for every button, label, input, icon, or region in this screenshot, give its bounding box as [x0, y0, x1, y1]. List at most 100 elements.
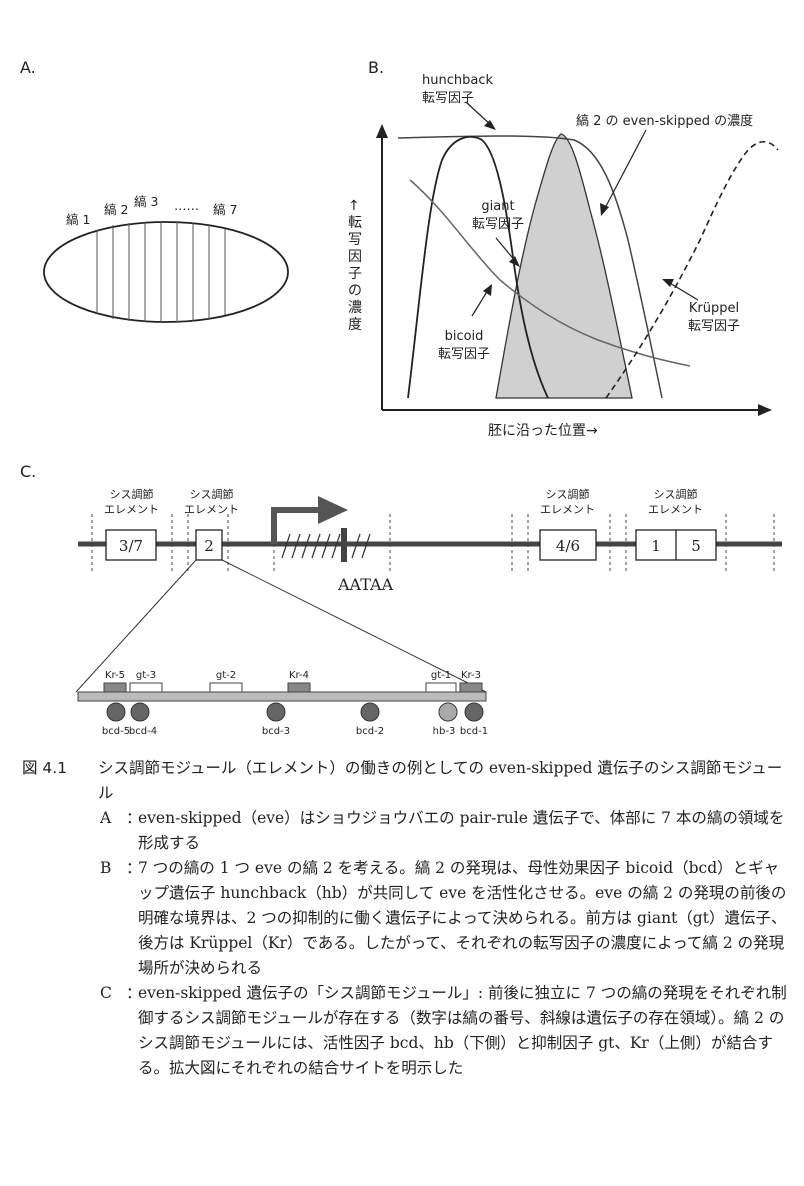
caption-key-b: B [100, 859, 112, 877]
bcd4-label: bcd-4 [129, 726, 157, 737]
x-axis-arrow [758, 404, 772, 416]
hb3-label: hb-3 [433, 726, 456, 737]
cis-element-label-line1: シス調節 [653, 488, 698, 501]
x-axis-label: 胚に沿った位置→ [488, 423, 598, 439]
caption-key-c: C [100, 984, 112, 1002]
caption-item-b: B ： 7 つの縞の 1 つ eve の縞 2 を考える。縞 2 の発現は、母性… [100, 856, 792, 981]
box-label-2: 2 [204, 537, 214, 555]
cis-element-label-4: シス調節 エレメント [648, 487, 703, 517]
box-label-3-7: 3/7 [119, 537, 143, 555]
stripe-7-label: 縞 7 [213, 202, 237, 217]
panel-b-plot [376, 101, 779, 416]
y-axis-label: ↑転写因子の濃度 [348, 198, 362, 333]
kruppel-curve [605, 140, 779, 399]
giant-name: giant [481, 199, 515, 214]
cis-element-label-line2: エレメント [104, 503, 159, 516]
cis-element-label-line2: エレメント [184, 503, 239, 516]
site-kr4 [287, 682, 311, 693]
cis-element-label-line2: エレメント [648, 503, 703, 516]
panel-b-label: B. [368, 58, 385, 77]
site-gt1 [425, 682, 457, 693]
promoter-arrow [271, 507, 322, 544]
site-bcd4 [130, 702, 150, 722]
giant-label: giant 転写因子 [472, 198, 524, 234]
kruppel-label: Krüppel 転写因子 [688, 300, 740, 336]
site-bcd3 [266, 702, 286, 722]
box-label-4-6: 4/6 [556, 537, 580, 555]
embryo-diagram: 縞 1 縞 2 縞 3 …… 縞 7 [43, 194, 289, 323]
gt1-label: gt-1 [431, 670, 451, 681]
site-bcd1 [464, 702, 484, 722]
y-axis-arrow [376, 124, 388, 138]
hunchback-curve [397, 135, 663, 399]
site-gt2 [209, 682, 243, 693]
module-box-2 [195, 529, 223, 561]
cis-element-label-line1: シス調節 [545, 488, 590, 501]
panel-a-label: A. [20, 58, 36, 77]
kruppel-name: Krüppel [688, 301, 740, 316]
bicoid-name: bicoid [444, 329, 484, 344]
aataa-marker [341, 528, 347, 562]
caption-text-b: 7 つの縞の 1 つ eve の縞 2 を考える。縞 2 の発現は、母性効果因子… [138, 859, 787, 977]
hunchback-pointer [484, 120, 496, 130]
site-kr5 [103, 682, 127, 693]
kr5-label: Kr-5 [105, 670, 125, 681]
site-bcd5 [106, 702, 126, 722]
caption-head: 図 4.1 シス調節モジュール（エレメント）の働きの例としての even-ski… [22, 756, 792, 806]
site-kr3 [459, 682, 483, 693]
cis-element-label-line1: シス調節 [109, 488, 154, 501]
box-label-5: 5 [691, 537, 701, 555]
bcd3-label: bcd-3 [262, 726, 290, 737]
kr4-label: Kr-4 [289, 670, 309, 681]
hunchback-name: hunchback [422, 73, 493, 88]
cis-element-label-2: シス調節 エレメント [184, 487, 239, 517]
cis-element-label-line2: エレメント [540, 503, 595, 516]
gt2-label: gt-2 [216, 670, 236, 681]
giant-tf: 転写因子 [472, 217, 525, 232]
module-box-3-7 [105, 529, 157, 561]
cis-element-label-line1: シス調節 [189, 488, 234, 501]
figure-number: 図 4.1 [22, 759, 68, 777]
bicoid-tf: 転写因子 [438, 347, 491, 362]
hunchback-label: hunchback 転写因子 [422, 72, 493, 108]
gt3-label: gt-3 [136, 670, 156, 681]
caption-text-a: even-skipped（eve）はショウジョウバエの pair-rule 遺伝… [138, 809, 785, 852]
bicoid-pointer [483, 284, 492, 296]
box-label-1: 1 [651, 537, 661, 555]
eve-curve [495, 133, 633, 399]
eve-label: 縞 2 の even-skipped の濃度 [576, 114, 754, 129]
caption-item-c: C ： even-skipped 遺伝子の「シス調節モジュール」: 前後に独立に… [100, 981, 792, 1081]
kruppel-tf: 転写因子 [688, 319, 741, 334]
caption-title: シス調節モジュール（エレメント）の働きの例としての even-skipped 遺… [98, 759, 783, 802]
panel-a-b-figure: 縞 1 縞 2 縞 3 …… 縞 7 [43, 101, 779, 416]
bcd1-label: bcd-1 [460, 726, 488, 737]
giant-pointer [509, 256, 520, 267]
module-box-4-6 [539, 529, 597, 561]
bicoid-label: bicoid 転写因子 [438, 328, 490, 364]
stripe-3-label: 縞 3 [134, 194, 158, 209]
stripe-ellipsis: …… [174, 198, 199, 213]
figure-caption: 図 4.1 シス調節モジュール（エレメント）の働きの例としての even-ski… [22, 756, 792, 1081]
cis-element-label-1: シス調節 エレメント [104, 487, 159, 517]
eve-pointer [600, 203, 609, 216]
bcd2-label: bcd-2 [356, 726, 384, 737]
panel-c-label: C. [20, 462, 37, 481]
giant-curve [407, 136, 549, 399]
hunchback-tf: 転写因子 [422, 91, 475, 106]
bicoid-curve [409, 179, 691, 367]
kr3-label: Kr-3 [461, 670, 481, 681]
caption-text-c: even-skipped 遺伝子の「シス調節モジュール」: 前後に独立に 7 つ… [138, 984, 787, 1077]
caption-item-a: A ： even-skipped（eve）はショウジョウバエの pair-rul… [100, 806, 792, 856]
caption-key-a: A [100, 809, 112, 827]
site-bcd2 [360, 702, 380, 722]
panel-c-figure: 3/7 2 4/6 1 5 AATAA Kr-5 gt-3 gt-2 Kr-4 … [75, 496, 782, 737]
aataa-label: AATAA [337, 575, 394, 594]
stripe-2-label: 縞 2 [104, 202, 128, 217]
kruppel-pointer [662, 279, 674, 287]
cis-element-label-3: シス調節 エレメント [540, 487, 595, 517]
bcd5-label: bcd-5 [102, 726, 130, 737]
stripe-1-label: 縞 1 [66, 212, 90, 227]
embryo-outline [43, 221, 289, 323]
site-gt3 [129, 682, 163, 693]
site-hb3 [438, 702, 458, 722]
